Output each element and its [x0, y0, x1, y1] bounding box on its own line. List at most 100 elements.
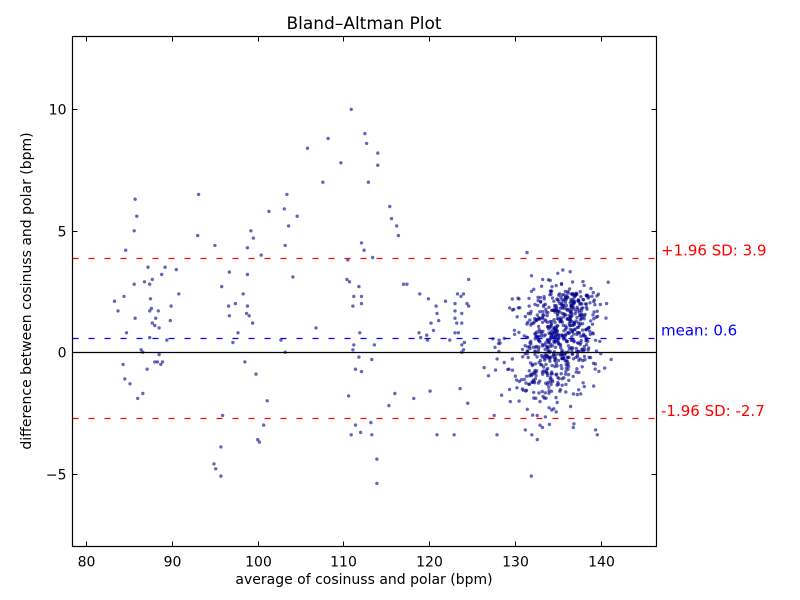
- data-point: [541, 304, 546, 309]
- data-point: [541, 394, 545, 399]
- y-tick-label: 10: [49, 103, 67, 119]
- data-point: [370, 357, 374, 362]
- data-point: [542, 354, 546, 359]
- data-point: [461, 292, 466, 296]
- data-point: [559, 282, 564, 287]
- data-point: [132, 229, 136, 233]
- data-point: [580, 365, 584, 369]
- data-point: [418, 292, 422, 296]
- data-point: [558, 320, 562, 324]
- data-point: [578, 290, 582, 294]
- data-point: [496, 341, 501, 346]
- data-point: [359, 294, 364, 299]
- data-point: [497, 338, 501, 342]
- data-point: [578, 357, 582, 361]
- data-point: [453, 301, 457, 306]
- data-point: [561, 315, 566, 319]
- data-point: [499, 393, 504, 397]
- data-point: [363, 131, 367, 136]
- data-point: [448, 338, 452, 342]
- data-point: [148, 335, 152, 340]
- data-point: [148, 309, 152, 313]
- data-point: [582, 354, 587, 359]
- data-point: [546, 310, 550, 315]
- data-point: [556, 332, 560, 337]
- data-point: [286, 224, 291, 228]
- data-point: [526, 355, 530, 360]
- data-point: [351, 304, 355, 308]
- data-point: [578, 314, 582, 318]
- data-point: [533, 302, 537, 307]
- data-point: [537, 345, 541, 349]
- data-point: [561, 306, 565, 310]
- data-point: [212, 462, 216, 466]
- data-point: [495, 433, 499, 437]
- data-point: [251, 236, 256, 240]
- data-point: [358, 430, 363, 435]
- data-point: [577, 308, 582, 312]
- data-point: [570, 280, 575, 284]
- data-point: [604, 301, 609, 306]
- data-point: [452, 433, 456, 437]
- data-point: [555, 400, 559, 405]
- data-point: [556, 271, 560, 275]
- data-point: [136, 396, 140, 401]
- data-point: [370, 255, 375, 260]
- data-point: [541, 313, 545, 317]
- data-point: [556, 375, 560, 380]
- data-point: [589, 319, 593, 323]
- data-point: [592, 310, 596, 314]
- data-point: [534, 370, 538, 375]
- data-point: [351, 348, 355, 352]
- data-point: [163, 265, 167, 269]
- data-point: [541, 372, 545, 376]
- data-point: [510, 357, 514, 361]
- data-point: [579, 295, 583, 299]
- y-tick-label: −5: [46, 468, 67, 484]
- data-point: [569, 297, 573, 302]
- data-point: [556, 358, 561, 363]
- data-point: [560, 357, 564, 361]
- data-point: [579, 392, 583, 396]
- data-point: [157, 352, 161, 357]
- data-point: [597, 369, 601, 374]
- data-point: [580, 328, 585, 332]
- data-point: [538, 399, 542, 404]
- data-point: [579, 338, 583, 343]
- data-point: [533, 337, 537, 341]
- data-point: [598, 339, 602, 344]
- data-point: [547, 305, 551, 309]
- data-point: [577, 310, 581, 315]
- data-point: [395, 224, 399, 228]
- data-point: [543, 415, 548, 419]
- data-point: [412, 396, 416, 401]
- data-point: [548, 289, 553, 293]
- data-point: [558, 387, 563, 392]
- data-point: [539, 353, 544, 358]
- data-point: [527, 369, 531, 373]
- data-point: [609, 357, 613, 362]
- data-point: [546, 337, 550, 342]
- data-point: [563, 372, 568, 376]
- data-point: [262, 423, 266, 427]
- data-point: [586, 296, 590, 300]
- data-point: [595, 309, 599, 313]
- data-point: [123, 377, 127, 381]
- data-point: [539, 284, 544, 288]
- data-point: [533, 352, 537, 357]
- data-point: [527, 344, 532, 349]
- data-point: [593, 303, 597, 307]
- data-point: [550, 296, 555, 300]
- data-point: [538, 340, 542, 344]
- data-point: [554, 373, 558, 377]
- data-point: [535, 355, 539, 359]
- data-point: [256, 437, 260, 442]
- data-point: [556, 380, 560, 385]
- data-point: [569, 292, 573, 296]
- data-point: [387, 403, 391, 408]
- data-point: [530, 433, 534, 437]
- data-point: [592, 384, 596, 388]
- data-point: [525, 407, 529, 411]
- data-point: [566, 344, 571, 348]
- data-point: [149, 306, 154, 311]
